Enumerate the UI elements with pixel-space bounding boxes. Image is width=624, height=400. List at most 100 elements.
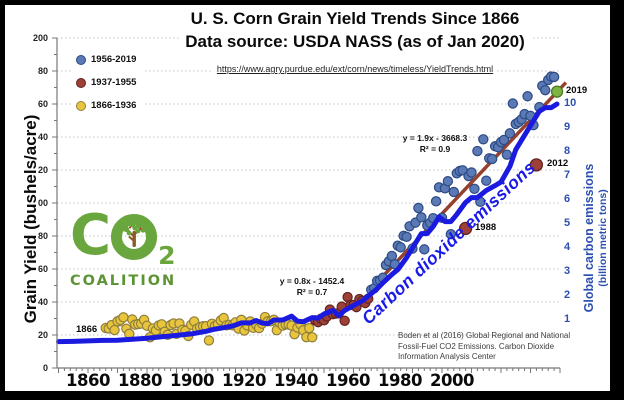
citation-line1: Boden et al (2016) Global Regional and N… — [398, 331, 571, 340]
legend-item-1956-2019: 1956-2019 — [76, 48, 136, 71]
legend-dot-icon — [76, 100, 86, 111]
scatter-point-1992 — [472, 145, 483, 157]
equation-modern-line: y = 1.9x - 3668.3 — [402, 133, 468, 143]
scatter-point-2001 — [498, 134, 510, 146]
y-axis-tick-140: 40 — [37, 132, 48, 142]
legend-label: 1866-1936 — [91, 100, 137, 111]
y2-axis-tick-5: 5 — [564, 217, 571, 229]
annotation-1988: 1988 — [475, 222, 497, 233]
scatter-point-2002 — [501, 149, 513, 160]
scatter-point-2009 — [522, 91, 533, 102]
y2-axis-tick-2: 2 — [564, 289, 571, 301]
scatter-point-2018 — [548, 71, 560, 83]
scatter-point-1966 — [395, 242, 406, 253]
y-axis-tick-180: 80 — [37, 66, 48, 76]
citation: Boden et al (2016) Global Regional and N… — [398, 331, 573, 363]
highlight-2012 — [529, 158, 544, 172]
scatter-point-1984 — [448, 186, 459, 198]
x-axis-label-2000: 2000 — [430, 371, 474, 390]
logo-subscript-2: 2 — [158, 241, 176, 270]
logo-letter-o — [111, 214, 158, 260]
scatter-point-1995 — [481, 175, 492, 186]
x-axis-label-1960: 1960 — [326, 371, 370, 390]
y2-axis-tick-7: 7 — [564, 169, 571, 181]
x-axis-label-1900: 1900 — [170, 371, 214, 390]
y-axis-tick-120: 20 — [37, 165, 48, 175]
x-axis-label-1920: 1920 — [222, 371, 266, 390]
y2-axis-tick-1: 1 — [564, 313, 571, 325]
legend: 1956-2019 1937-1955 1866-1936 — [72, 46, 145, 119]
scatter-point-2015 — [540, 84, 551, 96]
scatter-point-1872 — [118, 312, 129, 323]
equation-early-line: y = 0.8x - 1452.4 — [279, 276, 345, 286]
equation-modern-trend: y = 1.9x - 3668.3 R² = 0.9 — [370, 133, 500, 155]
scatter-point-2003 — [504, 128, 516, 139]
legend-item-1937-1955: 1937-1955 — [76, 71, 136, 94]
chart-title: U. S. Corn Grain Yield Trends Since 1866 — [184, 8, 526, 30]
emissions-line — [56, 101, 560, 345]
y2-axis-title-line2: (billion metric tons) — [597, 189, 609, 287]
scatter-point-1936 — [307, 332, 318, 343]
y-axis-tick-160: 60 — [37, 99, 48, 109]
tree-icon — [123, 220, 146, 247]
annotation-1866: 1866 — [76, 324, 98, 335]
y2-axis-tick-3: 3 — [564, 265, 571, 277]
y2-axis-tick-10: 10 — [564, 97, 577, 109]
scatter-point-1972 — [413, 202, 424, 214]
highlight-2019 — [550, 85, 564, 98]
scatter-point-1947 — [339, 315, 350, 327]
y2-axis-tick-8: 8 — [564, 145, 571, 157]
scatter-point-1994 — [478, 134, 489, 145]
x-axis-label-1980: 1980 — [378, 371, 422, 390]
frame-border-bottom — [0, 391, 624, 400]
citation-line2: Fossil-Fuel CO2 Emissions. Carbon Dioxid… — [398, 341, 555, 351]
legend-label: 1956-2019 — [91, 54, 137, 65]
y2-axis-tick-9: 9 — [564, 121, 571, 133]
logo-letter-c: C — [70, 203, 111, 268]
title-block: U. S. Corn Grain Yield Trends Since 1866… — [105, 8, 605, 80]
co2-coalition-logo: C 2 COALITION — [70, 203, 185, 290]
x-axis-label-1940: 1940 — [274, 371, 318, 390]
x-axis-label-1860: 1860 — [66, 371, 110, 390]
y-axis-tick-80: 80 — [37, 231, 48, 241]
scatter-point-1991 — [469, 183, 480, 195]
logo-coalition-text: COALITION — [70, 273, 177, 289]
equation-early-trend: y = 0.8x - 1452.4 R² = 0.7 — [247, 276, 377, 298]
citation-line3: Information Analysis Center — [398, 352, 496, 361]
frame-border-right — [610, 0, 624, 400]
scatter-point-1973 — [416, 212, 427, 223]
scatter-point-1901 — [203, 335, 215, 346]
y-axis-tick-40: 40 — [37, 297, 48, 307]
equation-modern-r2: R² = 0.9 — [419, 144, 451, 154]
y-axis-tick-0: 0 — [42, 363, 48, 373]
y-axis-tick-100: 00 — [37, 198, 48, 208]
scatter-point-1982 — [442, 176, 454, 187]
scatter-point-1978 — [430, 196, 442, 207]
annotation-2019: 2019 — [566, 85, 588, 96]
source-url-link[interactable]: https://www.agry.purdue.edu/ext/corn/new… — [212, 58, 498, 80]
y2-axis-title: Global carbon emissions (billion metric … — [582, 138, 612, 338]
scatter-point-1997 — [486, 153, 498, 165]
equation-early-r2: R² = 0.7 — [296, 287, 328, 297]
legend-item-1866-1936: 1866-1936 — [76, 94, 136, 117]
scatter-point-1968 — [401, 231, 412, 243]
scatter-point-1869 — [109, 324, 120, 336]
logo-co2: C 2 — [70, 203, 185, 271]
y-axis-tick-20: 20 — [37, 330, 48, 340]
scatter-point-2004 — [507, 98, 518, 109]
highlight-1988 — [458, 221, 473, 236]
x-axis-label-1880: 1880 — [118, 371, 162, 390]
frame-border-top — [0, 0, 617, 5]
y2-axis-title-line1: Global carbon emissions — [582, 163, 596, 313]
legend-dot-icon — [76, 54, 86, 65]
legend-dot-icon — [76, 77, 86, 88]
annotation-2012: 2012 — [547, 158, 569, 169]
y2-axis-tick-4: 4 — [564, 241, 571, 253]
y-axis-tick-60: 60 — [37, 264, 48, 274]
chart-subtitle: Data source: USDA NASS (as of Jan 2020) — [179, 31, 531, 53]
scatter-point-1935 — [304, 322, 315, 334]
y-axis-tick-200: 200 — [32, 33, 48, 43]
scatter-point-1974 — [419, 244, 430, 255]
